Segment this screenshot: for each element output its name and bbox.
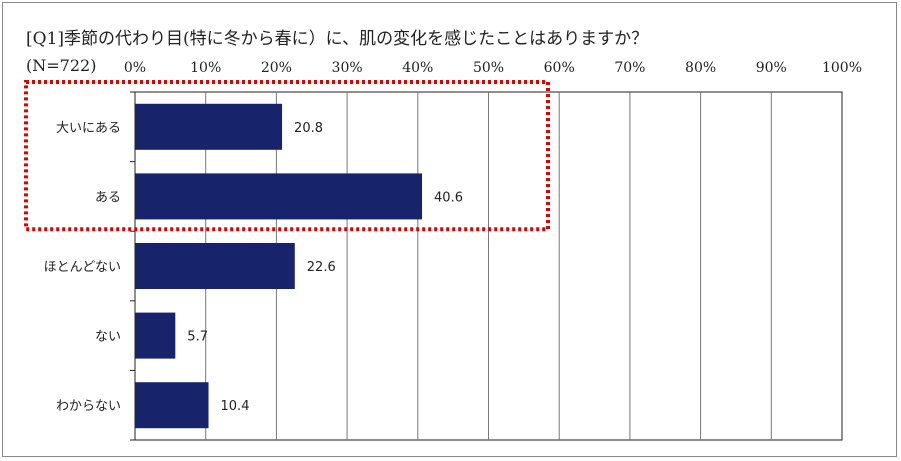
value-label: 22.6 (307, 260, 336, 275)
value-label: 40.6 (434, 190, 463, 205)
highlight-box (24, 80, 550, 232)
bar (135, 173, 423, 220)
chart-title: [Q1]季節の代わり目(特に冬から春に）に、肌の変化を感じたことはありますか？ (26, 29, 649, 49)
bar (135, 312, 176, 359)
x-tick-label: 80% (685, 60, 716, 76)
value-labels: 20.8 40.6 22.6 5.7 10.4 (187, 121, 463, 414)
bar (135, 382, 209, 429)
value-label: 5.7 (187, 330, 208, 345)
gridlines (130, 91, 843, 441)
x-tick-label: 20% (261, 60, 292, 76)
highlight-dotted-box (24, 80, 550, 232)
x-tick-label: 60% (544, 60, 575, 76)
category-label: ない (95, 330, 121, 345)
bar (135, 243, 295, 289)
bars (135, 103, 423, 429)
x-axis-tick-labels: 0% 10% 20% 30% 40% 50% 60% 70% 80% 90% 100% (124, 60, 862, 76)
x-tick-label: 90% (756, 60, 787, 76)
sample-size-label: (N=722) (26, 56, 97, 75)
x-tick-label: 0% (124, 60, 146, 76)
x-tick-label: 30% (332, 60, 363, 76)
x-tick-label: 40% (402, 60, 433, 76)
x-tick-label: 70% (614, 60, 645, 76)
category-label: ほとんどない (44, 260, 121, 275)
category-label: 大いにある (56, 121, 121, 136)
x-tick-label: 50% (473, 60, 504, 76)
category-label: わからない (56, 399, 121, 414)
value-label: 20.8 (294, 121, 323, 136)
value-label: 10.4 (221, 399, 250, 414)
bar (135, 103, 283, 150)
x-tick-label: 10% (190, 60, 221, 76)
x-tick-label: 100% (822, 60, 862, 76)
category-label: ある (95, 190, 121, 205)
